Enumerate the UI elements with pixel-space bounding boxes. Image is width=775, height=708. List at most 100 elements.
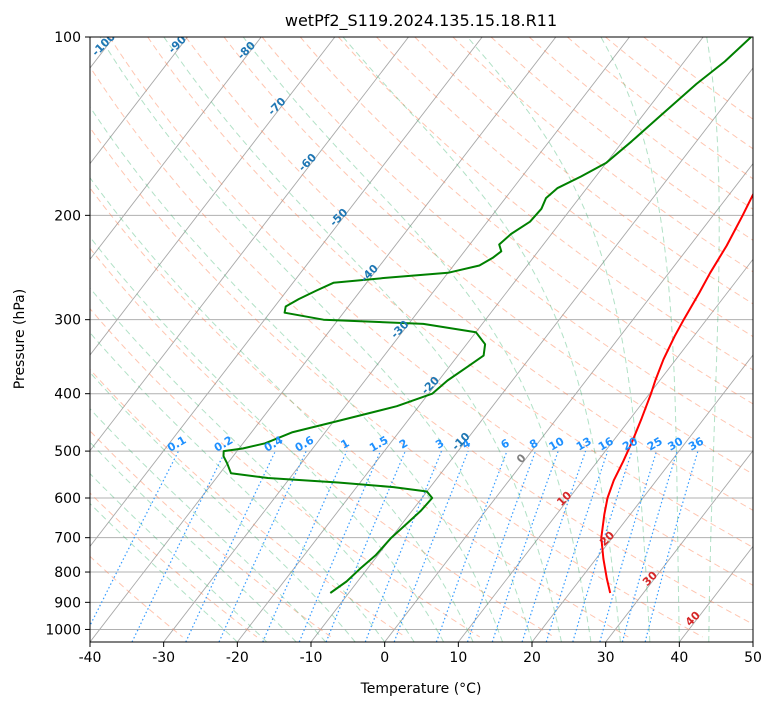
moist-adiabat-line [90, 287, 415, 642]
isotherm-label: -30 [388, 318, 411, 341]
dry-adiabat-line [109, 37, 753, 586]
isotherm-line [457, 258, 753, 642]
dry-adiabat-line [528, 37, 753, 210]
isotherm-label-warm: 40 [683, 608, 703, 628]
isotherm-label: -70 [265, 95, 288, 118]
moist-adiabat-line [600, 37, 680, 642]
y-tick-label: 600 [54, 491, 81, 507]
dry-adiabat-line [490, 37, 753, 241]
moist-adiabat-line [90, 408, 327, 642]
moist-adiabat-line [99, 37, 533, 642]
x-tick-label: 50 [744, 650, 762, 666]
plot-frame [89, 36, 754, 643]
plot-data-lines [222, 37, 753, 594]
isotherm-label-warm: 30 [640, 568, 660, 588]
sounding-line [600, 192, 753, 594]
mixing-ratio-line [131, 450, 226, 642]
mixing-ratio-line [298, 450, 382, 642]
mixing-ratio-label: 8 [527, 437, 540, 452]
mixing-ratio-line [393, 450, 469, 642]
dry-adiabat-line [338, 37, 753, 371]
x-tick-label: 0 [380, 650, 389, 666]
mixing-ratio-line [364, 450, 443, 642]
y-tick-label: 300 [54, 313, 81, 329]
y-axis-label: Pressure (hPa) [12, 289, 28, 389]
x-tick-label: 20 [523, 650, 541, 666]
isotherm-label: -50 [327, 206, 350, 229]
isotherm-label: -60 [296, 151, 319, 174]
y-tick-label: 100 [54, 30, 81, 46]
isotherm-line [90, 37, 188, 165]
isotherm-line [90, 37, 483, 548]
moist-adiabat-line [242, 37, 592, 642]
isotherm-line [310, 67, 753, 642]
moist-adiabat-line [342, 37, 621, 642]
dry-adiabat-line [90, 430, 332, 638]
y-tick-label: 700 [54, 531, 81, 547]
x-tick-label: -10 [300, 650, 323, 666]
axes: -40 -30 -20 -10 0 10 20 30 40 5010020030040050060… [45, 30, 762, 666]
moist-adiabat-line [90, 236, 445, 642]
moist-adiabat-line [706, 37, 720, 642]
y-tick-label: 400 [54, 387, 81, 403]
dry-adiabat-line [90, 307, 481, 638]
x-tick-label: -20 [226, 650, 249, 666]
mixing-ratio-line [644, 450, 699, 642]
isotherm-line [605, 449, 753, 642]
mixing-ratio-line [545, 450, 609, 642]
x-axis-label: Temperature (°C) [360, 681, 482, 697]
dry-adiabat-line [414, 37, 753, 305]
isotherm-label-warm: 0 [514, 451, 529, 466]
dry-adiabat-line [147, 37, 753, 548]
dry-adiabat-line [299, 37, 753, 405]
isotherm-line [90, 37, 409, 452]
mixing-ratio-line [621, 450, 678, 642]
mixing-ratio-line [435, 450, 508, 642]
x-tick-label: -40 [79, 650, 102, 666]
x-tick-label: 30 [597, 650, 615, 666]
dry-adiabat-line [90, 368, 406, 638]
plot-line-labels: 0.1 0.2 0.4 0.6 1 1.5 2 3 4 6 8 10 13 16 20 25 30 36-100-… [89, 30, 706, 629]
isotherm-label-warm: 10 [554, 488, 574, 508]
dry-adiabat-line [261, 37, 753, 440]
moist-adiabat-line [163, 37, 562, 642]
dry-adiabat-line [643, 37, 753, 120]
plot-background-lines [90, 37, 753, 642]
mixing-ratio-line [325, 450, 406, 642]
isotherm-line [384, 162, 753, 642]
mixing-ratio-label: 2 [397, 437, 410, 452]
mixing-ratio-label: 3 [433, 437, 446, 452]
isotherm-line [236, 37, 704, 642]
mixing-ratio-line [599, 450, 658, 642]
isotherm-label: -100 [89, 30, 118, 59]
dry-adiabat-line [376, 37, 753, 338]
moist-adiabat-line [90, 441, 297, 642]
mixing-ratio-line [90, 450, 180, 628]
isotherm-line [90, 37, 336, 356]
mixing-ratio-line [521, 450, 587, 642]
sounding-line [222, 37, 752, 594]
moist-adiabat-line [467, 37, 651, 642]
isotherm-label-warm: 20 [597, 528, 617, 548]
isotherm-label: -40 [358, 262, 381, 285]
mixing-ratio-label: 1 [338, 437, 351, 452]
y-tick-label: 1000 [45, 622, 81, 638]
isotherm-line [752, 641, 753, 642]
dry-adiabat-line [452, 37, 753, 273]
mixing-ratio-line [466, 450, 537, 642]
mixing-ratio-line [491, 450, 559, 642]
isotherm-line [678, 545, 753, 642]
mixing-ratio-label: 6 [499, 436, 512, 451]
chart-title: wetPf2_S119.2024.135.15.18.R11 [285, 11, 557, 31]
isotherm-line [90, 37, 262, 261]
isotherm-line [163, 37, 630, 642]
dry-adiabat-line [605, 37, 753, 150]
moist-adiabat-line [90, 371, 356, 642]
isotherm-line [90, 37, 557, 642]
x-tick-label: 40 [670, 650, 688, 666]
isotherm-label: -90 [166, 33, 189, 56]
y-tick-label: 800 [54, 565, 81, 581]
moist-adiabat-line [90, 502, 238, 642]
y-tick-label: 900 [54, 595, 81, 611]
